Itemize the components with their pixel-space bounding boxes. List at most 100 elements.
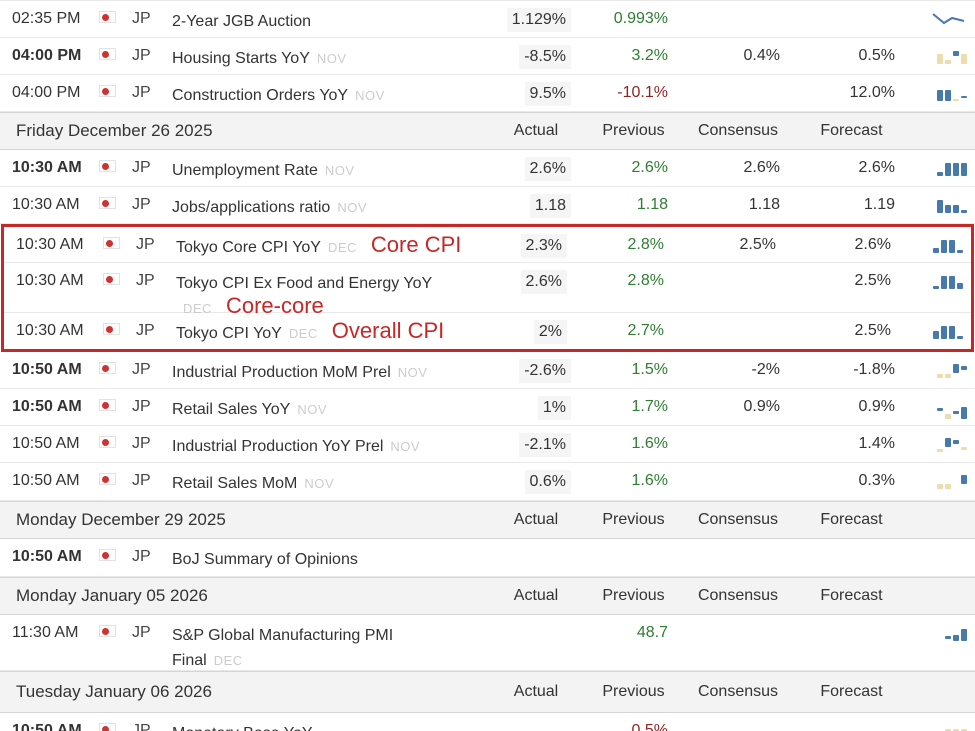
annotation-label: Core CPI [370,232,462,257]
event-name[interactable]: Tokyo CPI YoY [176,325,282,342]
event-cell: Construction Orders YoY NOV [172,75,487,107]
event-time: 04:00 PM [12,47,82,64]
importance-indicator-icon [99,436,116,448]
date-label: Friday December 26 2025 [16,121,213,140]
consensus-value: 0.9% [743,398,780,415]
importance-cell [96,150,132,179]
country-code: JP [136,322,155,339]
previous-value: 48.7 [636,624,668,641]
column-header-consensus: Consensus [697,122,779,139]
event-cell: Monetary Base YoY [172,713,487,731]
chart-cell [905,227,971,260]
mini-chart-icon[interactable] [935,48,967,64]
event-name[interactable]: Retail Sales MoM [172,475,298,492]
importance-dot-icon [102,402,109,409]
event-name[interactable]: Housing Starts YoY [172,50,310,67]
reference-month-tag: NOV [297,402,327,417]
event-name[interactable]: 2-Year JGB Auction [172,13,312,30]
mini-chart-icon[interactable] [943,723,967,731]
consensus-value: 0.4% [743,47,780,64]
actual-cell: 1.129% [487,1,585,32]
country-code: JP [132,196,151,213]
column-header-actual: Actual [513,511,559,528]
country-code: JP [132,472,151,489]
importance-cell [96,38,132,67]
event-row: 10:30 AM JP Tokyo Core CPI YoY DEC Core CP… [4,227,971,263]
actual-value: 9.5% [524,82,571,106]
mini-chart-icon[interactable] [935,403,967,419]
importance-dot-icon [102,200,109,207]
mini-chart-icon[interactable] [931,273,963,289]
mini-chart-icon[interactable] [935,160,967,176]
importance-indicator-icon [99,549,116,561]
importance-indicator-icon [99,197,116,209]
forecast-value: 2.6% [858,159,895,176]
actual-value: -2.6% [519,359,571,383]
actual-cell: 1% [487,389,585,420]
column-header-actual: Actual [513,587,559,604]
mini-chart-icon[interactable] [931,323,963,339]
event-time: 11:30 AM [12,624,79,641]
event-time: 10:30 AM [16,236,84,253]
event-name[interactable]: Jobs/applications ratio [172,199,331,216]
importance-cell [96,713,132,731]
importance-dot-icon [106,240,113,247]
actual-cell: -2.6% [487,352,585,383]
chart-cell [909,1,975,34]
mini-chart-icon[interactable] [935,436,967,452]
actual-cell: 9.5% [487,75,585,106]
event-line-1: Jobs/applications ratio NOV [172,194,487,219]
importance-indicator-icon [103,273,120,285]
importance-cell [96,615,132,644]
column-header-actual: Actual [513,683,559,700]
event-cell: Jobs/applications ratio NOV [172,187,487,219]
mini-chart-icon[interactable] [935,85,967,101]
event-row: 10:30 AM JP Jobs/applications ratio NOV 1… [0,187,975,224]
actual-cell: -8.5% [487,38,585,69]
event-cell: BoJ Summary of Opinions [172,539,487,571]
event-cell: Unemployment Rate NOV [172,150,487,182]
mini-chart-icon[interactable] [935,362,967,378]
forecast-value: 1.4% [858,435,895,452]
event-name[interactable]: Tokyo Core CPI YoY [176,239,321,256]
country-code: JP [132,159,151,176]
country-code: JP [132,548,151,565]
column-header-consensus: Consensus [697,587,779,604]
event-line-1: Tokyo Core CPI YoY DEC Core CPI [176,234,483,259]
event-name[interactable]: Construction Orders YoY [172,87,349,104]
mini-chart-icon[interactable] [931,11,967,27]
event-name[interactable]: Unemployment Rate [172,162,318,179]
date-label: Monday January 05 2026 [16,586,208,605]
mini-chart-icon[interactable] [943,625,967,641]
event-name[interactable]: S&P Global Manufacturing PMI [172,627,394,644]
previous-value: 0.5% [631,722,668,731]
event-name[interactable]: Monetary Base YoY [172,725,313,731]
country-code: JP [132,47,151,64]
reference-month-tag: NOV [390,439,421,454]
event-row: 04:00 PM JP Housing Starts YoY NOV -8.5% … [0,38,975,75]
mini-chart-icon[interactable] [931,237,963,253]
event-line-2: Final DEC [172,647,487,672]
country-code: JP [136,272,155,289]
importance-dot-icon [102,88,109,95]
event-time: 10:50 AM [12,435,80,452]
actual-cell: 2.3% [483,227,581,258]
event-name-line2[interactable]: Final [172,652,207,669]
event-row: 10:30 AM JP Tokyo CPI Ex Food and Energy… [4,263,971,317]
mini-chart-icon[interactable] [935,197,967,213]
event-row: 02:35 PM JP 2-Year JGB Auction 1.129% 0.… [0,1,975,38]
column-header-previous: Previous [602,511,665,528]
chart-cell [909,539,975,546]
event-name[interactable]: Industrial Production MoM Prel [172,364,391,381]
event-row: 10:30 AM JP Unemployment Rate NOV 2.6% 2.… [0,150,975,187]
importance-indicator-icon [99,362,116,374]
event-name[interactable]: BoJ Summary of Opinions [172,551,358,568]
mini-chart-icon[interactable] [935,473,967,489]
reference-month-tag: DEC [213,653,243,668]
event-name[interactable]: Industrial Production YoY Prel [172,438,384,455]
forecast-value [794,1,909,8]
event-line-2: DEC Core-core [176,295,483,320]
event-name[interactable]: Retail Sales YoY [172,401,291,418]
previous-value: 1.5% [631,361,668,378]
event-name[interactable]: Tokyo CPI Ex Food and Energy YoY [176,275,433,292]
